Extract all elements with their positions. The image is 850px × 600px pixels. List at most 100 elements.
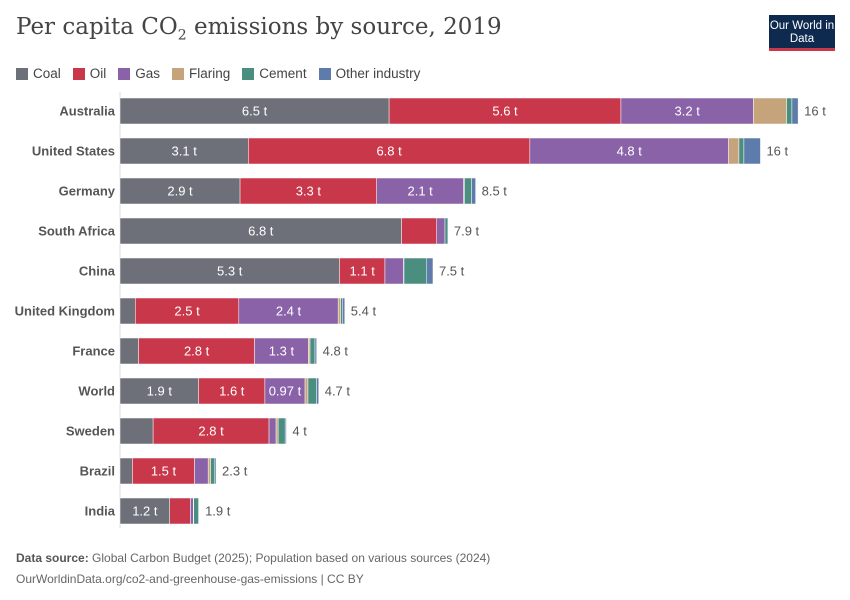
total-label: 16 t	[804, 104, 826, 119]
legend-swatch	[242, 67, 255, 80]
bar-segment-oil[interactable]	[401, 217, 437, 245]
category-label: World	[78, 384, 115, 399]
bar-segment-oil[interactable]	[198, 377, 266, 405]
chart-title: Per capita CO2 emissions by source, 2019	[16, 14, 502, 44]
bar-segment-coal[interactable]	[119, 97, 390, 125]
bar-segment-gas[interactable]	[254, 337, 309, 365]
bar-segment-flaring[interactable]	[304, 377, 309, 405]
title-text: Per capita CO	[16, 14, 178, 40]
segment-label: 4.8 t	[617, 144, 643, 159]
bar-segment-gas[interactable]	[620, 97, 754, 125]
bar-segment-flaring[interactable]	[337, 297, 341, 325]
total-label: 7.5 t	[439, 264, 465, 279]
total-label: 7.9 t	[454, 224, 480, 239]
bar-segment-cement[interactable]	[193, 497, 199, 525]
bar-segment-coal[interactable]	[119, 457, 133, 485]
bar-segment-gas[interactable]	[194, 457, 209, 485]
bar-segment-gas[interactable]	[529, 137, 729, 165]
bar-segment-coal[interactable]	[119, 337, 139, 365]
bar-segment-coal[interactable]	[119, 217, 402, 245]
segment-label: 2.5 t	[174, 304, 200, 319]
segment-label: 3.2 t	[675, 104, 701, 119]
bar-chart: Australia 6.5 t 5.6 t 3.2 t 16 t United State…	[15, 92, 826, 528]
bar-segment-gas[interactable]	[238, 297, 339, 325]
bar-segment-coal[interactable]	[119, 497, 170, 525]
bar-segment-other-industry[interactable]	[214, 457, 217, 485]
bar-segment-other-industry[interactable]	[316, 377, 319, 405]
bar-segment-other-industry[interactable]	[743, 137, 761, 165]
bar-segment-coal[interactable]	[119, 297, 136, 325]
bar-segment-other-industry[interactable]	[314, 337, 317, 365]
bar-segment-oil[interactable]	[169, 497, 191, 525]
bar-segment-other-industry[interactable]	[342, 297, 346, 325]
category-label: United States	[32, 144, 115, 159]
segment-label: 1.6 t	[219, 384, 245, 399]
bar-segment-gas[interactable]	[376, 177, 464, 205]
bar-segment-gas[interactable]	[384, 257, 404, 285]
segment-label: 3.3 t	[296, 184, 322, 199]
bar-segment-cement[interactable]	[309, 337, 316, 365]
category-label: South Africa	[38, 224, 116, 239]
total-label: 1.9 t	[205, 504, 231, 519]
bar-segment-other-industry[interactable]	[284, 417, 287, 445]
bar-segment-cement[interactable]	[444, 217, 449, 245]
bar-segment-coal[interactable]	[119, 177, 241, 205]
source-label: Data source:	[16, 551, 89, 565]
bar-segment-cement[interactable]	[307, 377, 317, 405]
source-text: Global Carbon Budget (2025); Population …	[92, 551, 491, 565]
bar-segment-flaring[interactable]	[728, 137, 740, 165]
bar-segment-other-industry[interactable]	[471, 177, 476, 205]
segment-label: 6.5 t	[242, 104, 268, 119]
title-subscript: 2	[177, 27, 187, 44]
bar-segment-oil[interactable]	[132, 457, 195, 485]
segment-label: 0.97 t	[269, 384, 302, 399]
total-label: 2.3 t	[222, 464, 248, 479]
title-text-rest: emissions by source, 2019	[186, 14, 502, 40]
bar-segment-cement[interactable]	[464, 177, 472, 205]
bar-segment-other-industry[interactable]	[426, 257, 434, 285]
bar-segment-oil[interactable]	[388, 97, 622, 125]
bar-segment-cement[interactable]	[403, 257, 428, 285]
bar-segment-oil[interactable]	[135, 297, 240, 325]
bar-segment-oil[interactable]	[339, 257, 386, 285]
category-label: France	[72, 344, 115, 359]
bar-segment-gas[interactable]	[268, 417, 277, 445]
bar-segment-coal[interactable]	[119, 417, 154, 445]
bar-segment-oil[interactable]	[239, 177, 377, 205]
legend-item[interactable]: Coal	[16, 66, 61, 81]
bar-segment-gas[interactable]	[436, 217, 446, 245]
bar-segment-other-industry[interactable]	[791, 97, 799, 125]
total-label: 8.5 t	[482, 184, 508, 199]
bar-segment-oil[interactable]	[152, 417, 270, 445]
bar-segment-flaring[interactable]	[753, 97, 787, 125]
bar-segment-coal[interactable]	[119, 257, 340, 285]
legend-item[interactable]: Cement	[242, 66, 307, 81]
total-label: 16 t	[766, 144, 788, 159]
footer: Data source: Global Carbon Budget (2025)…	[16, 548, 490, 590]
bar-segment-cement[interactable]	[786, 97, 793, 125]
legend-item[interactable]: Flaring	[172, 66, 230, 81]
bar-segment-gas[interactable]	[264, 377, 306, 405]
legend-swatch	[118, 67, 131, 80]
category-label: Germany	[59, 184, 116, 199]
owid-logo[interactable]: Our World in Data	[769, 15, 835, 51]
legend-swatch	[16, 67, 28, 80]
segment-label: 1.9 t	[147, 384, 173, 399]
bar-segment-cement[interactable]	[738, 137, 745, 165]
legend-label: Other industry	[335, 66, 421, 81]
footer-url[interactable]: OurWorldinData.org/co2-and-greenhouse-ga…	[16, 572, 364, 586]
bar-segment-flaring[interactable]	[207, 457, 211, 485]
total-label: 5.4 t	[351, 304, 377, 319]
legend-item[interactable]: Other industry	[318, 66, 421, 81]
bar-segment-gas[interactable]	[190, 497, 194, 525]
bar-segment-flaring[interactable]	[275, 417, 279, 445]
category-label: Australia	[59, 104, 115, 119]
legend-item[interactable]: Gas	[118, 66, 160, 81]
legend-item[interactable]: Oil	[72, 66, 106, 81]
bar-segment-cement[interactable]	[277, 417, 286, 445]
category-label: China	[79, 264, 116, 279]
bar-segment-cement[interactable]	[210, 457, 216, 485]
segment-label: 2.8 t	[198, 424, 224, 439]
bar-segment-oil[interactable]	[248, 137, 531, 165]
